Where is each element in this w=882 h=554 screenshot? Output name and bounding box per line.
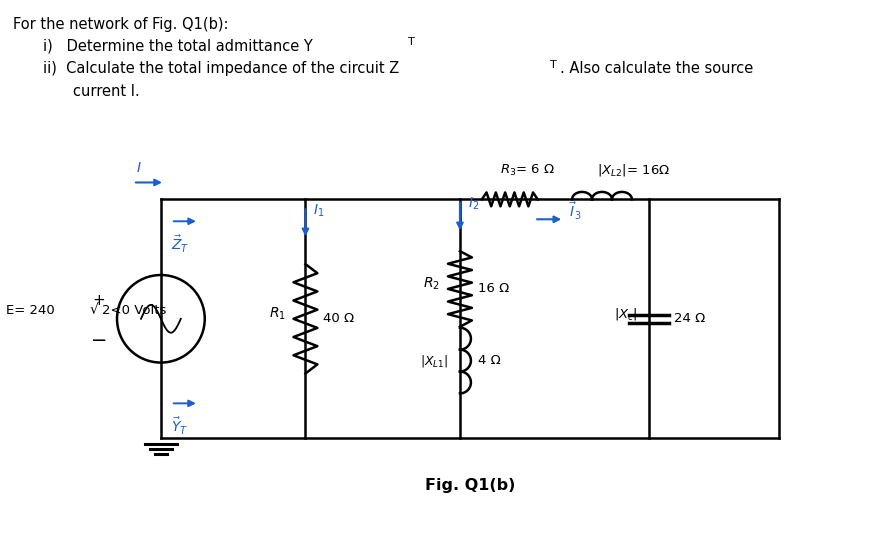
Text: $R_2$: $R_2$: [423, 276, 440, 292]
Text: +: +: [93, 294, 106, 309]
Text: $|X_c|$: $|X_c|$: [614, 306, 638, 322]
Text: $|X_{L2}|$= 16Ω: $|X_{L2}|$= 16Ω: [597, 162, 670, 177]
Text: $\vec{Z}_T$: $\vec{Z}_T$: [171, 234, 190, 255]
Text: T: T: [408, 37, 415, 47]
Text: $\vec{I}_3$: $\vec{I}_3$: [569, 201, 582, 222]
Text: $I_2$: $I_2$: [468, 195, 479, 212]
Text: Fig. Q1(b): Fig. Q1(b): [425, 478, 515, 493]
Text: $R_3$= 6 Ω: $R_3$= 6 Ω: [500, 162, 555, 177]
Text: For the network of Fig. Q1(b):: For the network of Fig. Q1(b):: [13, 17, 228, 32]
Text: $R_1$: $R_1$: [269, 306, 286, 322]
Text: T: T: [549, 60, 557, 70]
Text: √: √: [89, 303, 98, 317]
Text: 4 Ω: 4 Ω: [478, 354, 501, 367]
Text: i)   Determine the total admittance Y: i) Determine the total admittance Y: [43, 38, 313, 53]
Text: 24 Ω: 24 Ω: [674, 312, 706, 325]
Text: E= 240: E= 240: [6, 304, 55, 317]
Text: 40 Ω: 40 Ω: [324, 312, 355, 325]
Text: 16 Ω: 16 Ω: [478, 283, 509, 295]
Text: $\vec{Y}_T$: $\vec{Y}_T$: [171, 416, 188, 437]
Text: $I$: $I$: [136, 161, 142, 175]
Text: 2<0 Volts: 2<0 Volts: [102, 304, 167, 317]
Text: $|X_{L1}|$: $|X_{L1}|$: [420, 352, 448, 368]
Text: ii)  Calculate the total impedance of the circuit Z: ii) Calculate the total impedance of the…: [43, 61, 400, 76]
Text: . Also calculate the source: . Also calculate the source: [559, 61, 753, 76]
Text: $I_1$: $I_1$: [313, 202, 325, 218]
Text: −: −: [91, 331, 108, 350]
Text: current I.: current I.: [73, 84, 140, 99]
